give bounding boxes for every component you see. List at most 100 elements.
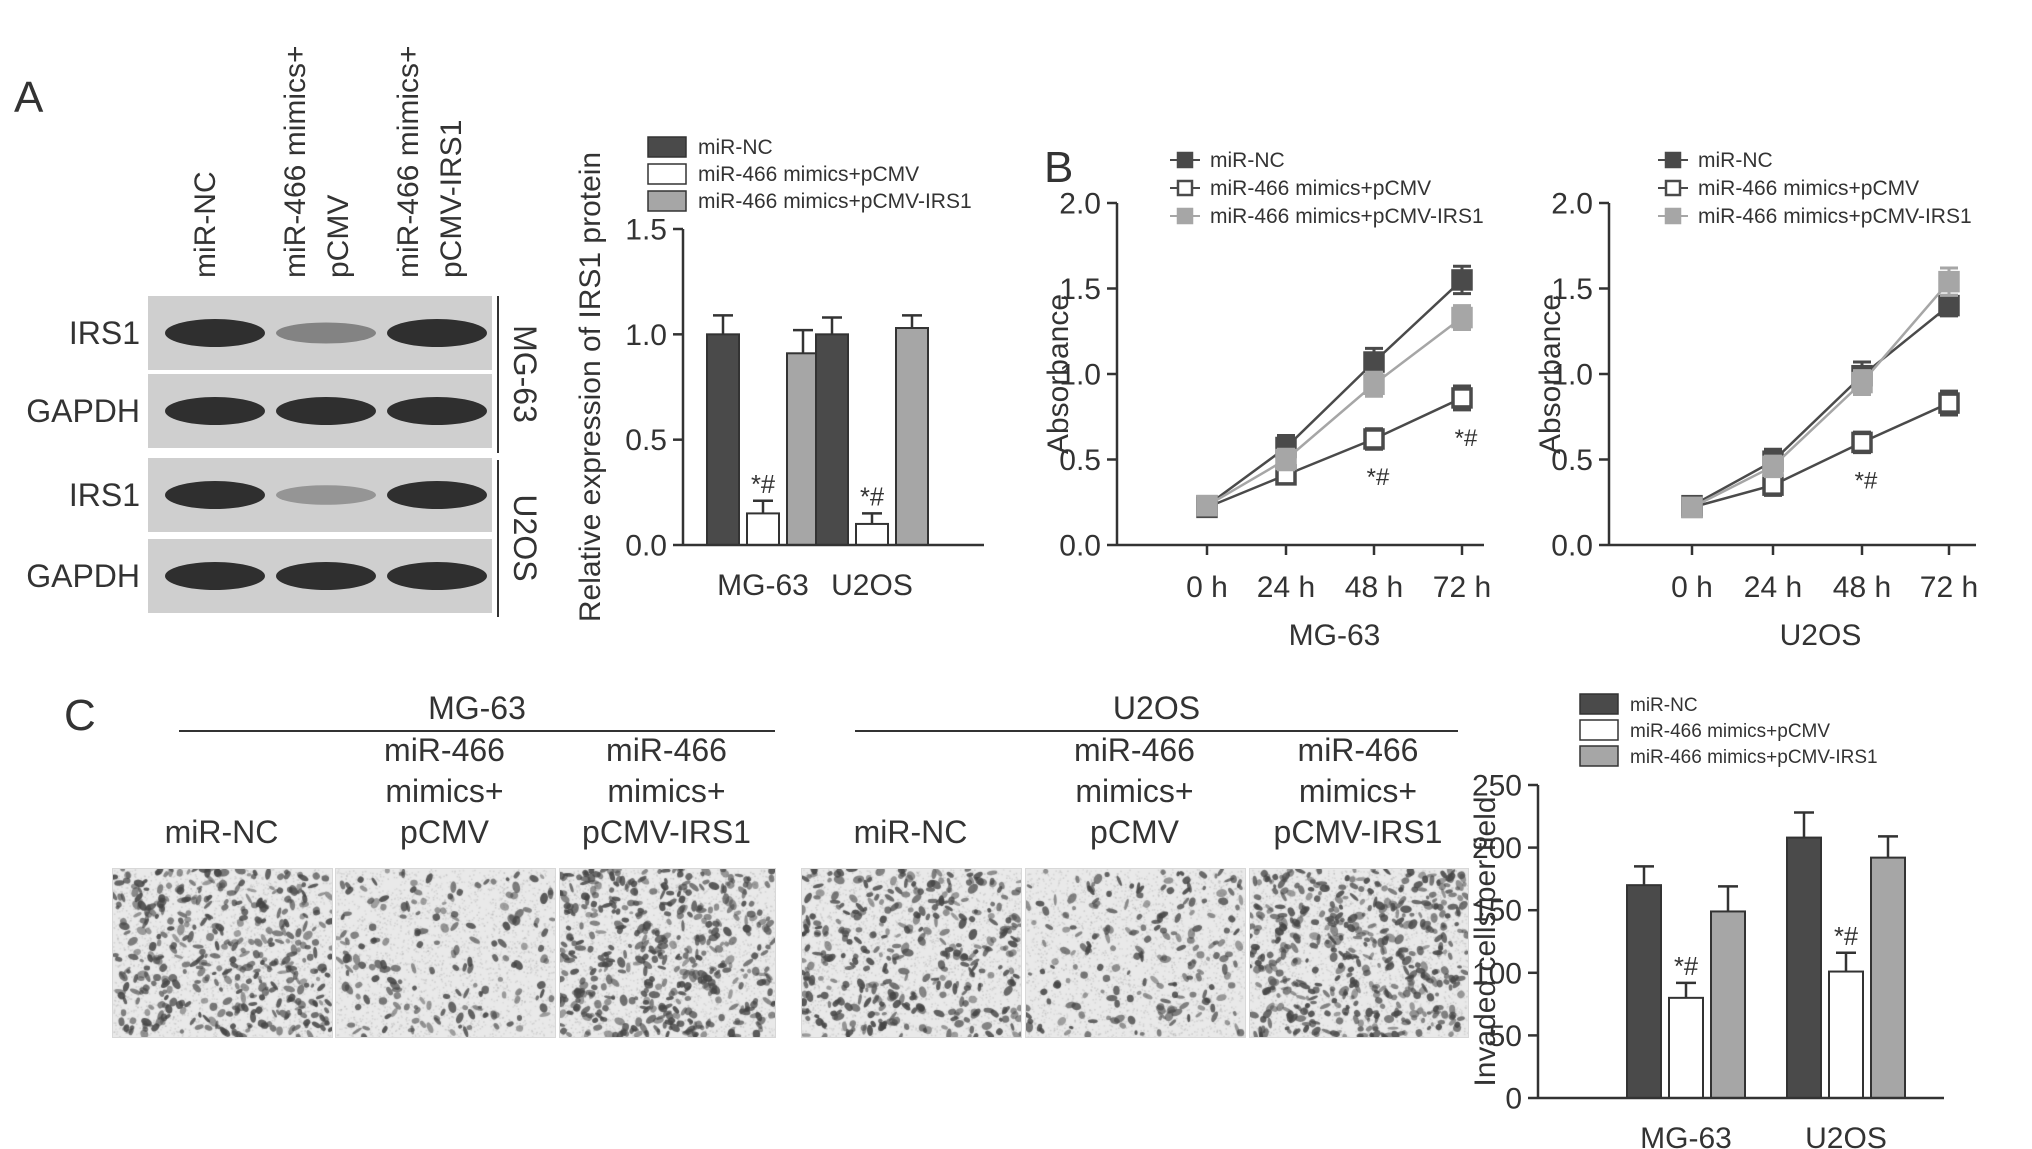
- significance-label: *#: [1674, 953, 1699, 981]
- band: [165, 397, 265, 425]
- significance-label: *#: [860, 483, 885, 511]
- legend-label: miR-NC: [1630, 695, 1698, 716]
- data-point: [1938, 392, 1960, 414]
- y-tick-label: 0.5: [1551, 444, 1593, 477]
- condition-label: miR-466: [384, 732, 505, 768]
- y-tick-label: 100: [1472, 957, 1522, 990]
- y-axis-label: Absorbance: [1042, 294, 1075, 454]
- x-tick-label: 0 h: [1186, 571, 1228, 604]
- data-point: [1275, 448, 1297, 471]
- bar: [786, 352, 820, 546]
- data-point: [1762, 474, 1784, 496]
- y-tick-label: 200: [1472, 832, 1522, 865]
- legend-swatch: [1579, 693, 1619, 715]
- legend-label: miR-466 mimics+pCMV-IRS1: [698, 190, 972, 213]
- data-point: [1938, 270, 1960, 293]
- lane-label: pCMV: [322, 195, 355, 278]
- row-label: GAPDH: [26, 558, 140, 594]
- band: [276, 485, 376, 505]
- bar: [855, 522, 889, 547]
- data-point: [1851, 371, 1873, 394]
- y-axis-label: Relative expression of IRS1 protein: [574, 152, 607, 622]
- group-label: U2OS: [1113, 690, 1200, 726]
- significance-label: *#: [1834, 923, 1859, 951]
- band: [387, 319, 487, 347]
- y-tick-label: 1.5: [1059, 273, 1101, 306]
- x-tick-label: 24 h: [1257, 571, 1315, 604]
- bar: [1668, 996, 1704, 1100]
- significance-label: *#: [1367, 464, 1390, 491]
- condition-label: miR-NC: [854, 814, 968, 850]
- condition-label: miR-466: [1074, 732, 1195, 768]
- bar: [1786, 836, 1822, 1099]
- legend-swatch: [647, 163, 687, 185]
- legend-marker: [1176, 179, 1194, 197]
- data-point: [1363, 373, 1385, 396]
- legend-label: miR-466 mimics+pCMV: [1630, 721, 1830, 742]
- transwell-micrograph-labels: MG-63 U2OS miR-NC miR-466 mimics+ pCMV miR-466…: [165, 690, 1458, 850]
- x-tick-label: MG-63: [717, 569, 809, 602]
- y-tick-label: 0.5: [1059, 444, 1101, 477]
- condition-label: mimics+: [1299, 773, 1417, 809]
- x-tick-label: 0 h: [1671, 571, 1713, 604]
- irs1-expression-bar-chart: miR-NC miR-466 mimics+pCMV miR-466 mimics+…: [574, 136, 984, 622]
- legend-label: miR-NC: [1210, 149, 1285, 172]
- condition-label: pCMV-IRS1: [1274, 814, 1443, 850]
- row-label: IRS1: [69, 477, 140, 513]
- series-line: [1691, 401, 1950, 509]
- y-tick-label: 2.0: [1551, 188, 1593, 221]
- data-point: [1681, 496, 1703, 519]
- condition-label: pCMV: [400, 814, 490, 850]
- data-point: [1363, 351, 1385, 373]
- x-tick-label: U2OS: [1805, 1122, 1887, 1149]
- x-tick-label: U2OS: [831, 569, 913, 602]
- legend-marker: [1664, 151, 1682, 169]
- legend-label: miR-466 mimics+pCMV-IRS1: [1698, 205, 1972, 228]
- data-point: [1451, 387, 1473, 409]
- band: [165, 562, 265, 590]
- significance-label: *#: [751, 471, 776, 499]
- data-point: [1938, 294, 1960, 317]
- legend-label: miR-466 mimics+pCMV-IRS1: [1630, 747, 1878, 768]
- legend-marker: [1664, 207, 1682, 225]
- legend-swatch: [1579, 745, 1619, 767]
- significance-label: *#: [1855, 468, 1878, 495]
- panel-label-c: C: [64, 691, 96, 740]
- u2os-absorbance-line-chart: miR-NC miR-466 mimics+pCMV miR-466 mimics+…: [1534, 149, 1978, 652]
- western-blot: miR-NC miR-466 mimics+ pCMV miR-466 mimics+…: [26, 45, 543, 617]
- data-point: [1196, 494, 1218, 517]
- legend-label: miR-NC: [698, 136, 773, 159]
- y-tick-label: 1.5: [1551, 273, 1593, 306]
- micrograph: [112, 868, 333, 1038]
- lane-label: miR-NC: [189, 171, 222, 278]
- bar: [706, 333, 740, 547]
- y-tick-label: 1.0: [1059, 359, 1101, 392]
- bar: [1710, 910, 1746, 1100]
- band: [387, 481, 487, 509]
- band: [165, 319, 265, 347]
- y-tick-label: 1.5: [625, 214, 667, 247]
- x-axis-label: U2OS: [1780, 619, 1862, 652]
- y-tick-label: 0.0: [625, 530, 667, 563]
- y-tick-label: 150: [1472, 895, 1522, 928]
- x-tick-label: 72 h: [1433, 571, 1491, 604]
- legend-swatch: [1579, 719, 1619, 741]
- condition-label: miR-466: [1298, 732, 1419, 768]
- condition-label: pCMV-IRS1: [582, 814, 751, 850]
- condition-label: mimics+: [1075, 773, 1193, 809]
- cell-label: MG-63: [507, 325, 543, 423]
- data-point: [1451, 269, 1473, 291]
- legend-label: miR-466 mimics+pCMV: [1210, 177, 1431, 200]
- micrograph: [559, 868, 776, 1038]
- band: [276, 562, 376, 590]
- bar: [815, 333, 849, 547]
- y-tick-label: 0.0: [1551, 530, 1593, 563]
- lane-label: miR-466 mimics+: [392, 45, 425, 278]
- x-tick-label: 72 h: [1920, 571, 1978, 604]
- condition-label: pCMV: [1090, 814, 1180, 850]
- condition-label: mimics+: [607, 773, 725, 809]
- mg63-absorbance-line-chart: miR-NC miR-466 mimics+pCMV miR-466 mimics+…: [1042, 149, 1491, 652]
- significance-label: *#: [1455, 425, 1478, 452]
- x-tick-label: MG-63: [1640, 1122, 1732, 1149]
